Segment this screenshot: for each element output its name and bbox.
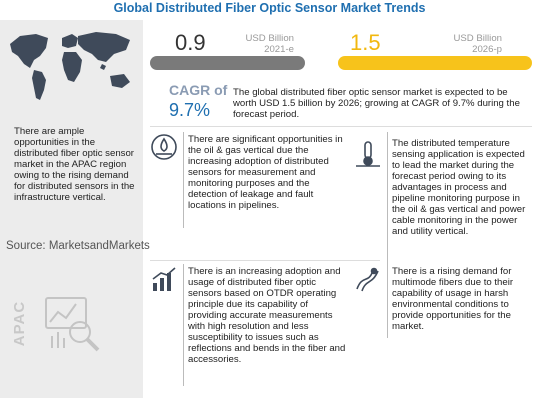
market-2021-bar — [150, 56, 305, 70]
card-divider — [387, 264, 388, 338]
divider — [150, 126, 532, 127]
multimode-card: There is a rising demand for multimode f… — [392, 266, 514, 332]
temperature-sensing-card: The distributed temperature sensing appl… — [392, 138, 526, 237]
market-2026-bar — [338, 56, 532, 70]
market-2021-unit: USD Billion 2021-e — [245, 33, 294, 55]
card-divider — [183, 132, 184, 228]
thermometer-pipe-icon — [356, 141, 380, 167]
divider — [150, 260, 380, 261]
magnifier-chart-icon — [45, 297, 100, 352]
cagr-label: CAGR of — [169, 82, 228, 98]
market-2026-unit: USD Billion 2026-p — [453, 33, 502, 55]
fiber-cable-icon — [356, 267, 379, 292]
card-divider — [183, 264, 184, 386]
oil-pipeline-icon — [151, 134, 177, 160]
growth-chart-icon — [152, 267, 176, 291]
market-2026-value: 1.5 — [350, 30, 381, 55]
apac-label: APAC — [11, 300, 29, 346]
cagr-value: 9.7% — [169, 100, 211, 120]
market-summary: The global distributed fiber optic senso… — [233, 87, 520, 120]
source-label: Source: MarketsandMarkets — [6, 240, 150, 252]
apac-opportunity-note: There are ample opportunities in the dis… — [14, 126, 135, 203]
oil-gas-card: There are significant opportunities in t… — [188, 134, 343, 211]
otdr-card: There is an increasing adoption and usag… — [188, 266, 346, 365]
page-title: Global Distributed Fiber Optic Sensor Ma… — [113, 1, 426, 15]
card-divider — [387, 132, 388, 272]
market-2021-value: 0.9 — [175, 30, 206, 55]
world-map-icon — [10, 32, 130, 100]
